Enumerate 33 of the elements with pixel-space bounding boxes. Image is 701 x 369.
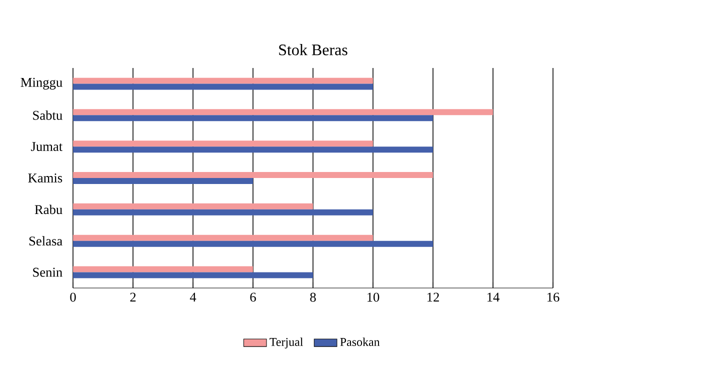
bar xyxy=(73,209,373,216)
x-tick-label: 14 xyxy=(488,292,500,302)
y-tick-label: Selasa xyxy=(29,236,62,246)
y-tick-label: Rabu xyxy=(34,204,62,214)
bar xyxy=(73,234,373,241)
bar xyxy=(73,178,253,184)
bar xyxy=(73,109,493,116)
x-tick-label: 6 xyxy=(250,292,256,302)
y-tick-label: Sabtu xyxy=(33,110,62,120)
x-tick-label: 12 xyxy=(428,292,439,302)
x-tick-label: 2 xyxy=(130,292,136,302)
bar xyxy=(73,266,253,272)
bar xyxy=(73,78,373,84)
x-tick-label: 4 xyxy=(190,292,196,302)
legend-label: Pasokan xyxy=(340,338,380,346)
bar xyxy=(73,115,433,122)
legend-label: Terjual xyxy=(270,338,304,348)
bar xyxy=(73,146,433,153)
bar xyxy=(73,172,433,178)
y-tick-label: Kamis xyxy=(28,174,62,182)
y-tick-label: Senin xyxy=(33,268,62,277)
bar xyxy=(73,272,313,278)
bar xyxy=(73,140,373,147)
chart-title: Stok Beras xyxy=(279,44,348,56)
bar xyxy=(73,240,433,247)
x-tick-label: 10 xyxy=(368,292,380,302)
y-tick-label: Jumat xyxy=(31,142,63,152)
y-tick-label: Minggu xyxy=(20,78,62,90)
x-tick-label: 16 xyxy=(548,292,560,302)
bar xyxy=(73,203,313,210)
x-tick-label: 8 xyxy=(310,292,316,302)
bar xyxy=(73,84,373,90)
x-tick-label: 0 xyxy=(70,292,76,302)
